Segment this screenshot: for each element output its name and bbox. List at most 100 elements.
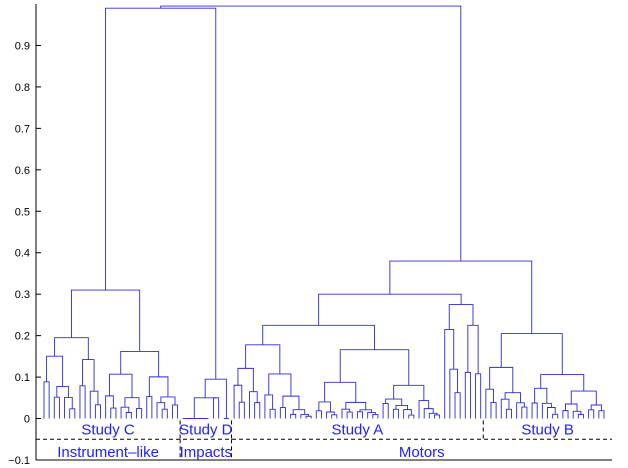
- dendrogram-link: [148, 376, 169, 397]
- dendrogram-link: [454, 392, 461, 419]
- dendrogram-link: [504, 392, 521, 403]
- dendrogram-link: [367, 412, 376, 419]
- dendrogram-link: [444, 328, 455, 419]
- dendrogram-link: [534, 387, 548, 404]
- y-tick-label: −0.1: [8, 455, 30, 467]
- dendrogram-link: [268, 373, 292, 397]
- dendrogram-link: [428, 412, 438, 419]
- dendrogram-link: [105, 395, 114, 419]
- dendrogram-link: [109, 373, 133, 398]
- y-tick-label: 0.8: [15, 82, 30, 94]
- category-label: Impacts: [180, 444, 233, 461]
- dendrogram-link: [475, 373, 482, 419]
- dendrogram-link: [449, 368, 459, 419]
- y-tick-label: 0.4: [15, 248, 30, 260]
- dendrogram-link: [171, 404, 179, 419]
- dendrogram-link: [125, 412, 132, 419]
- dendrogram-link: [71, 289, 141, 352]
- dendrogram-link: [572, 410, 582, 419]
- dendrogram-link: [464, 371, 471, 419]
- y-tick-label: 0.2: [15, 331, 30, 343]
- dendrogram-link: [356, 411, 363, 419]
- dendrogram-link: [110, 407, 117, 419]
- dendrogram-link: [562, 410, 569, 419]
- dendrogram-links: [43, 5, 605, 419]
- dendrogram-link: [547, 407, 556, 419]
- y-axis: −0.1 0 0.1 0.2 0.3 0.4 0.5 0.6 0.7 0.8 0.9: [8, 4, 41, 467]
- dendrogram-link: [408, 414, 415, 419]
- dendrogram-link: [245, 344, 281, 374]
- dendrogram-link: [331, 414, 338, 419]
- dendrogram-link: [160, 5, 462, 262]
- dendrogram-link: [531, 402, 538, 419]
- dendrogram-link: [292, 409, 306, 415]
- dendrogram-link: [324, 381, 357, 403]
- dendrogram-link: [237, 367, 254, 392]
- dendrogram-link: [372, 413, 379, 419]
- dendrogram-link: [305, 415, 312, 419]
- y-tick-label: 0.6: [15, 165, 30, 177]
- dendrogram-link: [403, 409, 412, 419]
- category-label: Motors: [399, 444, 445, 461]
- dendrogram-link: [598, 410, 605, 419]
- study-label: Study C: [81, 421, 135, 438]
- y-tick-label: 0.5: [15, 206, 30, 218]
- dendrogram-link: [146, 396, 153, 419]
- dendrogram-link: [467, 324, 479, 374]
- dendrogram-link: [238, 401, 245, 419]
- group-dividers: [36, 420, 612, 461]
- dendrogram-link: [213, 397, 220, 419]
- dendrogram-link: [105, 7, 217, 380]
- dendrogram-link: [53, 396, 60, 419]
- dendrogram-link: [56, 386, 69, 398]
- dendrogram-link: [382, 403, 389, 419]
- dendrogram-link: [279, 407, 286, 419]
- dendrogram-link: [346, 411, 353, 419]
- dendrogram-link: [249, 391, 258, 419]
- group-labels: Study C Study D Study A Study B Instrument–l…: [57, 421, 574, 461]
- dendrogram-link: [577, 413, 584, 419]
- dendrogram-link: [318, 293, 462, 326]
- dendrogram-link: [204, 378, 227, 419]
- dendrogram-link: [500, 333, 563, 375]
- dendrogram-link: [434, 414, 441, 419]
- y-tick-label: 0: [24, 414, 30, 426]
- dendrogram-link: [485, 388, 494, 419]
- dendrogram-link: [120, 350, 160, 377]
- dendrogram-link: [290, 413, 297, 419]
- dendrogram-link: [82, 359, 95, 392]
- dendrogram-link: [269, 408, 276, 419]
- dendrogram-link: [341, 408, 351, 419]
- dendrogram-link: [161, 408, 168, 419]
- dendrogram-link: [315, 410, 322, 419]
- dendrogram-link: [43, 381, 50, 419]
- dendrogram-link: [64, 396, 73, 419]
- y-tick-label: 0.7: [15, 123, 30, 135]
- dendrogram-link: [94, 404, 101, 419]
- dendrogram-link: [588, 409, 595, 419]
- dendrogram-link: [552, 413, 559, 419]
- dendrogram-link: [156, 402, 166, 419]
- y-tick-label: 0.1: [15, 372, 30, 384]
- study-label: Study A: [332, 421, 384, 438]
- category-label: Instrument–like: [57, 444, 159, 461]
- study-label: Study B: [521, 421, 574, 438]
- dendrogram-link: [160, 396, 176, 405]
- dendrogram-link: [136, 408, 143, 419]
- dendrogram-link: [254, 402, 261, 419]
- dendrogram-link: [541, 402, 552, 419]
- y-tick-label: 0.9: [15, 40, 30, 52]
- dendrogram-link: [570, 390, 597, 405]
- dendrogram-link: [505, 408, 512, 419]
- dendrogram-link: [264, 394, 274, 419]
- study-label: Study D: [179, 421, 233, 438]
- dendrogram-link: [339, 349, 410, 386]
- dendrogram-link: [193, 397, 217, 419]
- dendrogram-link: [393, 384, 425, 401]
- dendrogram-link: [490, 402, 497, 419]
- dendrogram-link: [69, 408, 76, 419]
- y-tick-label: 0.3: [15, 289, 30, 301]
- dendrogram-link: [516, 402, 525, 419]
- dendrogram-link: [79, 385, 86, 419]
